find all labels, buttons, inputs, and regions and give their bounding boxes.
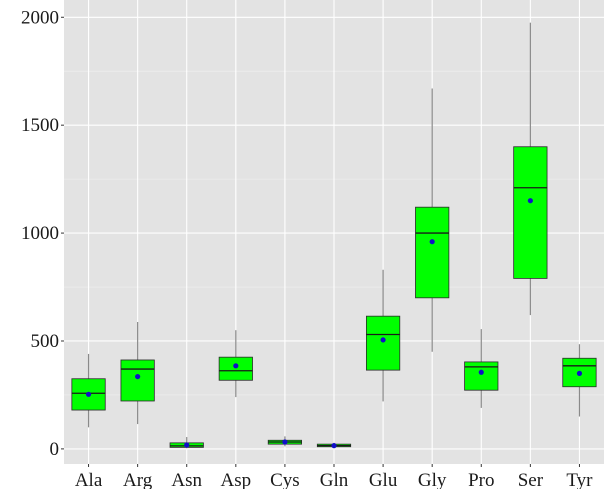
y-axis-tick-labels: 0 500 1000 1500 2000 xyxy=(21,7,64,460)
x-tick-label-asp: Asp xyxy=(221,470,252,489)
x-axis-tick-labels: Ala Arg Asn Asp Cys Gln Glu Gly Pro Ser Tyr xyxy=(75,464,593,489)
y-tick-label-0: 0 xyxy=(50,439,60,460)
x-tick-label-ala: Ala xyxy=(75,470,103,489)
x-tick-label-arg: Arg xyxy=(123,470,153,489)
x-tick-label-ser: Ser xyxy=(518,470,544,489)
x-tick-label-glu: Glu xyxy=(369,470,398,489)
y-tick-label-500: 500 xyxy=(31,331,60,352)
x-tick-label-pro: Pro xyxy=(468,470,494,489)
x-tick-label-gly: Gly xyxy=(418,470,447,489)
box-glu xyxy=(365,269,401,402)
mean-point-glu xyxy=(380,337,386,343)
mean-point-asn xyxy=(184,442,190,448)
box-gly xyxy=(415,88,450,352)
iqr-box-gly xyxy=(415,206,450,299)
mean-point-pro xyxy=(478,369,484,375)
iqr-box-ser xyxy=(513,146,548,279)
iqr-box-pro xyxy=(464,361,499,391)
box-ala xyxy=(71,353,106,428)
y-tick-label-2000: 2000 xyxy=(21,7,59,28)
box-tyr xyxy=(562,344,597,417)
mean-point-cys xyxy=(282,439,288,445)
x-tick-label-gln: Gln xyxy=(320,470,349,489)
box-asn xyxy=(169,437,204,449)
mean-point-gly xyxy=(429,239,435,245)
iqr-box-arg xyxy=(120,359,155,402)
y-tick-label-1500: 1500 xyxy=(21,115,59,136)
box-ser xyxy=(513,22,548,316)
mean-point-tyr xyxy=(576,370,583,376)
box-arg xyxy=(120,321,155,425)
x-tick-label-tyr: Tyr xyxy=(566,470,593,489)
mean-point-ser xyxy=(527,198,533,204)
mean-point-arg xyxy=(135,373,141,380)
y-tick-label-1000: 1000 xyxy=(21,223,59,244)
box-pro xyxy=(464,329,499,408)
box-series xyxy=(71,22,597,449)
mean-point-ala xyxy=(85,391,92,397)
box-cys xyxy=(267,436,302,447)
box-asp xyxy=(218,330,253,398)
iqr-box-asp xyxy=(218,356,253,381)
iqr-box-glu xyxy=(365,315,401,371)
box-gln xyxy=(316,442,352,449)
x-tick-label-cys: Cys xyxy=(270,470,300,489)
mean-point-gln xyxy=(331,443,337,449)
x-tick-label-asn: Asn xyxy=(171,470,202,489)
mean-point-asp xyxy=(233,363,239,369)
